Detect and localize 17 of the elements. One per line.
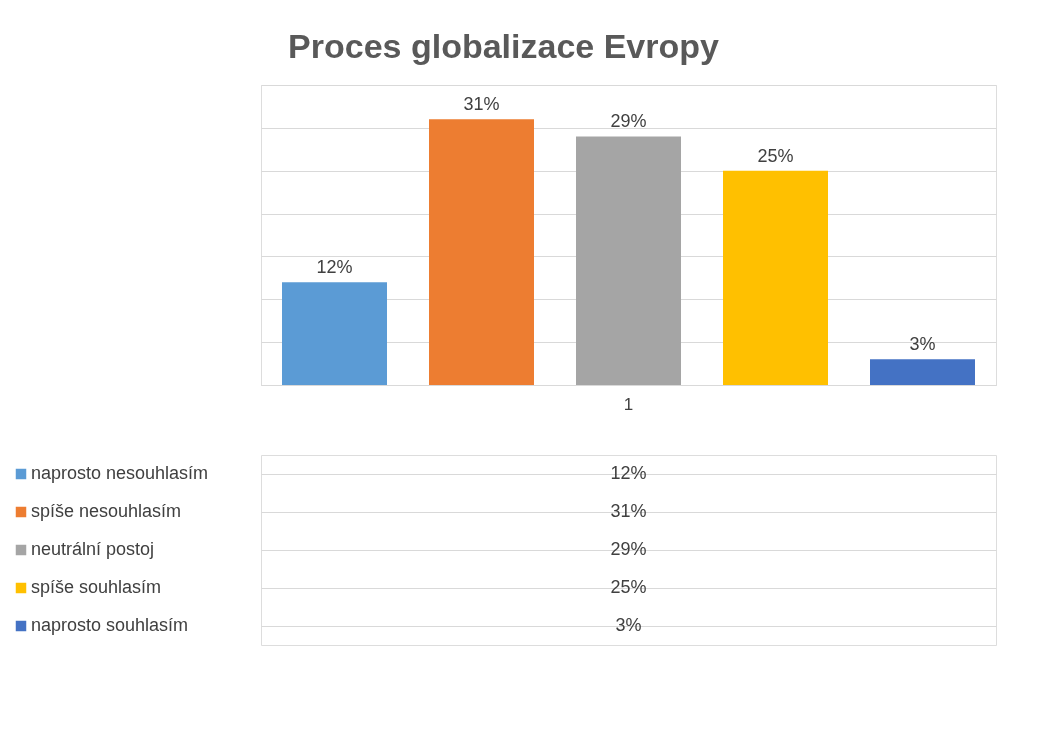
text: 29% [610,539,647,559]
text: 12% [610,463,647,483]
text: 25% [610,577,647,597]
legend-label: spíše souhlasím [31,577,162,597]
chart-title: Proces globalizace Evropy [288,26,720,65]
legend-label: neutrální postoj [31,539,155,559]
data-label: 3% [909,334,936,355]
data-label: 12% [316,257,353,278]
legend-label: naprosto souhlasím [31,615,189,635]
text: 31% [610,501,647,521]
text: 3% [615,615,642,635]
text: 1 [623,395,634,414]
data-label: 31% [463,94,500,115]
data-label: 25% [757,145,794,166]
legend-label: spíše nesouhlasím [31,501,182,521]
legend-label: naprosto nesouhlasím [31,463,209,483]
data-label: 29% [610,111,647,132]
